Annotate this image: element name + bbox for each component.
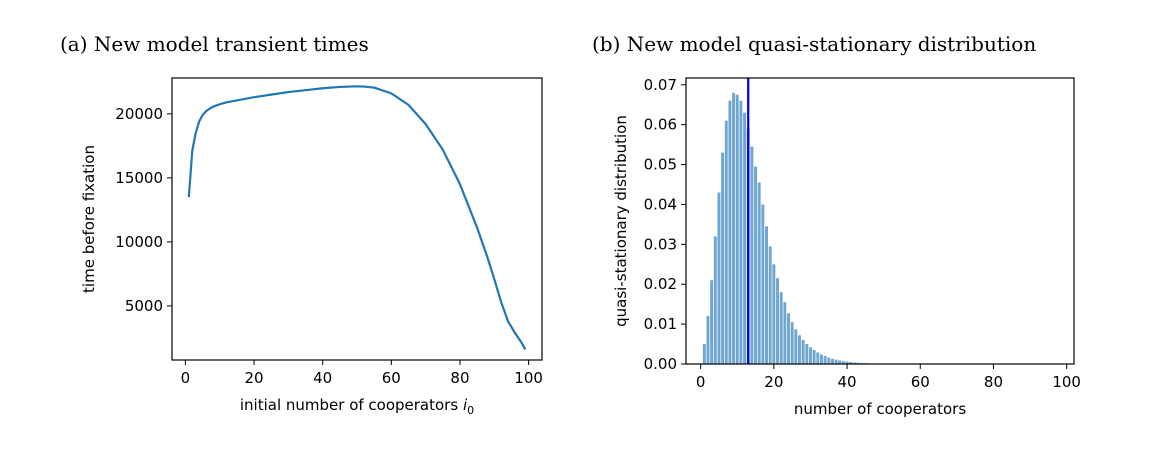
x-tick-label-b: 60	[911, 373, 930, 391]
y-tick-label-a: 20000	[115, 105, 163, 123]
bar	[739, 100, 743, 365]
bar	[757, 182, 761, 364]
y-tick-label-b: 0.04	[644, 195, 677, 213]
x-tick-label-a: 20	[244, 369, 263, 387]
x-tick-label-b: 20	[764, 373, 783, 391]
x-axis-label-a-symbol: i	[463, 396, 468, 414]
bar	[728, 100, 732, 365]
x-tick-label-b: 0	[696, 373, 706, 391]
x-axis-label-a-subscript: 0	[467, 404, 474, 417]
bar	[765, 226, 768, 364]
bar	[841, 361, 845, 364]
x-tick-label-a: 40	[313, 369, 332, 387]
bar	[790, 322, 794, 364]
bar	[794, 329, 798, 364]
bar	[743, 112, 747, 364]
bar	[717, 192, 721, 364]
bar	[710, 280, 714, 364]
x-tick-label-b: 40	[838, 373, 857, 391]
axes-frame-a	[171, 77, 543, 361]
y-tick-label-b: 0.03	[644, 235, 677, 253]
y-axis-label-a: time before fixation	[80, 145, 98, 293]
bar	[735, 94, 739, 364]
y-tick-label-b: 0.01	[644, 315, 677, 333]
panel-quasi-stationary: (b) New model quasi-stationary distribut…	[592, 32, 1081, 418]
y-tick-label-b: 0.02	[644, 275, 677, 293]
bar	[783, 302, 787, 364]
x-tick-label-a: 0	[181, 369, 191, 387]
y-tick-label-a: 5000	[125, 297, 163, 315]
x-tick-label-b: 80	[984, 373, 1003, 391]
bar	[808, 347, 812, 364]
x-axis-a: 0 20 40 60 80 100	[181, 360, 543, 387]
caption-a: (a) New model transient times	[60, 32, 369, 56]
axes-frame-b	[685, 77, 1075, 365]
bar	[834, 359, 838, 364]
plot-area-a	[187, 85, 527, 350]
bar	[776, 278, 779, 364]
bar	[761, 204, 765, 364]
bar	[768, 246, 772, 364]
bar	[798, 335, 801, 364]
bar	[856, 362, 860, 364]
panel-transient-times: (a) New model transient times 0 20 40 60 80 1…	[60, 32, 543, 417]
x-tick-label-b: 100	[1052, 373, 1081, 391]
bar	[849, 362, 853, 364]
bar	[816, 352, 820, 364]
x-tick-label-a: 100	[514, 369, 543, 387]
bar	[819, 354, 823, 364]
y-tick-label-b: 0.06	[644, 116, 677, 134]
bar	[787, 313, 790, 364]
bar	[845, 361, 849, 364]
bar	[754, 166, 758, 364]
bar	[706, 316, 710, 364]
bar	[812, 350, 816, 364]
x-axis-label-a-text: initial number of cooperators	[240, 396, 458, 414]
bar	[702, 344, 706, 364]
y-tick-label-b: 0.00	[644, 355, 677, 373]
plot-area-b	[702, 78, 922, 365]
bar	[750, 146, 754, 364]
y-axis-b: 0.00 0.01 0.02 0.03 0.04 0.05 0.06 0.07	[644, 76, 686, 373]
bar	[732, 92, 736, 364]
y-tick-label-a: 10000	[115, 233, 163, 251]
bar	[823, 356, 827, 364]
y-axis-label-b: quasi-stationary distribution	[612, 115, 630, 327]
x-axis-label-b: number of cooperators	[794, 400, 966, 418]
bar	[852, 362, 856, 364]
caption-b: (b) New model quasi-stationary distribut…	[592, 32, 1036, 56]
bar	[721, 152, 725, 364]
x-tick-label-a: 80	[450, 369, 469, 387]
bar	[805, 344, 809, 364]
y-axis-a: 5000 10000 15000 20000	[115, 105, 172, 315]
bar	[772, 264, 776, 364]
y-tick-label-b: 0.07	[644, 76, 677, 94]
bar	[779, 292, 783, 364]
bar	[724, 120, 728, 365]
bar	[830, 358, 834, 364]
bar	[827, 357, 831, 364]
x-axis-b: 0 20 40 60 80 100	[696, 364, 1081, 391]
bar	[838, 360, 842, 364]
bar	[713, 236, 717, 364]
series-line	[187, 85, 527, 350]
y-tick-label-a: 15000	[115, 169, 163, 187]
y-tick-label-b: 0.05	[644, 156, 677, 174]
x-axis-label-a: initial number of cooperators i0	[240, 396, 474, 417]
bar	[801, 340, 805, 364]
x-tick-label-a: 60	[382, 369, 401, 387]
